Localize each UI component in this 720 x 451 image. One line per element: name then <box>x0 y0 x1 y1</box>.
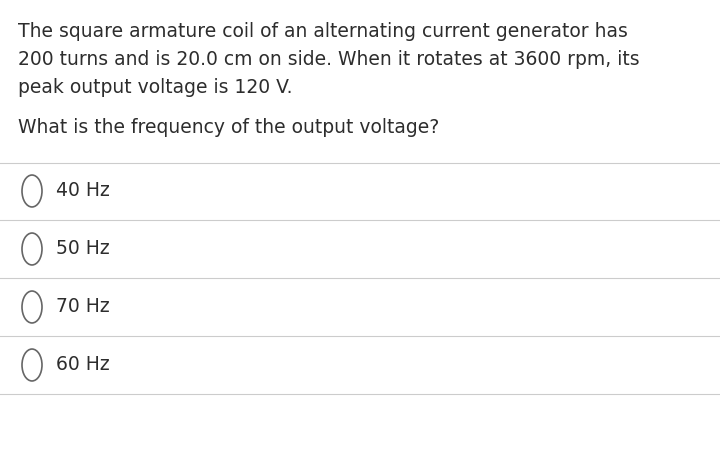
Text: The square armature coil of an alternating current generator has: The square armature coil of an alternati… <box>18 22 628 41</box>
Text: What is the frequency of the output voltage?: What is the frequency of the output volt… <box>18 118 439 137</box>
Text: 70 Hz: 70 Hz <box>56 298 109 317</box>
Text: 50 Hz: 50 Hz <box>56 239 109 258</box>
Text: 200 turns and is 20.0 cm on side. When it rotates at 3600 rpm, its: 200 turns and is 20.0 cm on side. When i… <box>18 50 639 69</box>
Text: 40 Hz: 40 Hz <box>56 181 109 201</box>
Text: peak output voltage is 120 V.: peak output voltage is 120 V. <box>18 78 292 97</box>
Text: 60 Hz: 60 Hz <box>56 355 109 374</box>
